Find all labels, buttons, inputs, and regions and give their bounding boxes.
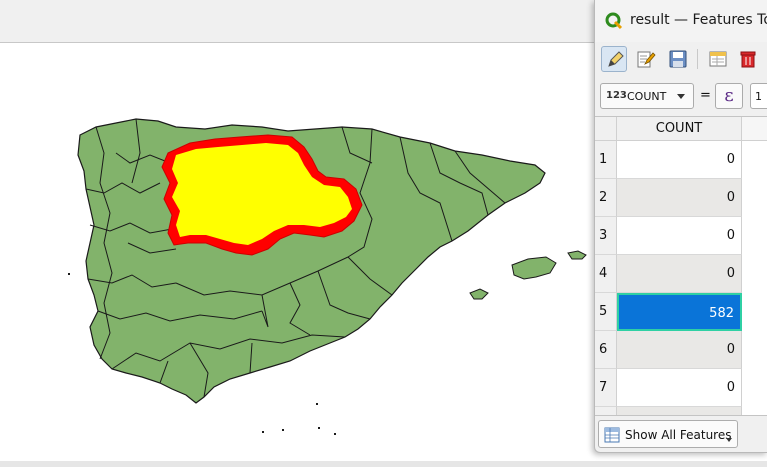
- table-cell[interactable]: 0: [617, 179, 742, 217]
- operator-label: =: [700, 88, 711, 103]
- row-header-partial[interactable]: [595, 407, 617, 415]
- table-icon: [604, 427, 620, 443]
- row-filler: [742, 141, 767, 179]
- table-cell[interactable]: 0: [617, 369, 742, 407]
- row-header[interactable]: 7: [595, 369, 617, 407]
- table-cell[interactable]: 0: [617, 217, 742, 255]
- reload-icon: [709, 51, 727, 67]
- expression-button[interactable]: ε: [715, 83, 743, 109]
- selected-region-fill[interactable]: [172, 143, 352, 245]
- row-header[interactable]: 5: [595, 293, 617, 331]
- table-corner[interactable]: [595, 117, 617, 141]
- toolbar-separator: [697, 49, 698, 69]
- reload-table-button[interactable]: [705, 46, 731, 72]
- row-header[interactable]: 1: [595, 141, 617, 179]
- row-header[interactable]: 2: [595, 179, 617, 217]
- row-filler: [742, 179, 767, 217]
- delete-feature-button[interactable]: [735, 46, 761, 72]
- edit-multi-icon: [637, 51, 656, 68]
- field-selector[interactable]: 123 COUNT: [600, 83, 694, 109]
- window-titlebar[interactable]: result — Features Total: 47, Filtered: 4…: [595, 0, 767, 42]
- attribute-table-window[interactable]: result — Features Total: 47, Filtered: 4…: [594, 0, 767, 453]
- row-header[interactable]: 6: [595, 331, 617, 369]
- update-value-input[interactable]: 1: [750, 83, 767, 109]
- mallorca-island[interactable]: [511, 256, 557, 280]
- toggle-editing-button[interactable]: [601, 46, 627, 72]
- row-filler: [742, 255, 767, 293]
- header-filler: [742, 117, 767, 141]
- ibiza-island[interactable]: [469, 288, 489, 300]
- chevron-down-icon: [726, 438, 732, 442]
- save-icon: [669, 50, 687, 68]
- chevron-down-icon: [677, 94, 685, 99]
- field-name: COUNT: [627, 90, 667, 103]
- row-filler: [742, 331, 767, 369]
- field-type-badge: 123: [606, 90, 627, 101]
- show-all-features-button[interactable]: Show All Features: [598, 420, 738, 448]
- status-bar: [0, 461, 767, 467]
- table-cell-partial[interactable]: [617, 407, 742, 415]
- table-cell[interactable]: 0: [617, 255, 742, 293]
- row-header[interactable]: 4: [595, 255, 617, 293]
- row-header[interactable]: 3: [595, 217, 617, 255]
- multi-edit-button[interactable]: [633, 46, 659, 72]
- menorca-island[interactable]: [567, 250, 587, 260]
- small-islets: [68, 273, 336, 435]
- column-header-count[interactable]: COUNT: [617, 117, 742, 141]
- row-filler: [742, 217, 767, 255]
- iberia-map[interactable]: [0, 43, 767, 461]
- table-cell-selected[interactable]: 582: [617, 293, 742, 331]
- table-cell[interactable]: 0: [617, 141, 742, 179]
- row-filler: [742, 293, 767, 331]
- province-boundaries: [85, 118, 506, 398]
- save-edits-button[interactable]: [665, 46, 691, 72]
- attribute-table[interactable]: COUNT 1 0 2 0 3 0 4 0 5 582 6 0 7 0: [595, 116, 767, 416]
- pencil-icon: [608, 51, 624, 67]
- row-filler: [742, 369, 767, 407]
- window-title: result — Features Total: 47, Filtered: 4…: [630, 12, 767, 28]
- table-cell[interactable]: 0: [617, 331, 742, 369]
- delete-icon: [740, 51, 756, 68]
- qgis-logo-icon: [605, 12, 623, 30]
- show-all-label: Show All Features: [625, 428, 732, 442]
